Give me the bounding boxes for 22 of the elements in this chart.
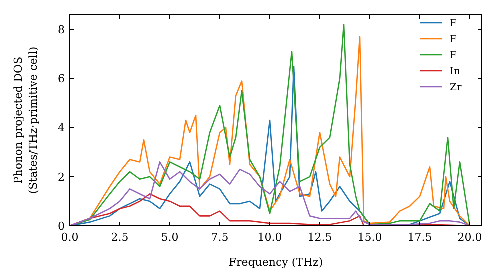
y-tick-label: 2 [58,170,65,184]
y-tick-label: 4 [58,122,65,135]
x-tick-label: 2.5 [111,231,129,244]
x-tick-label: 7.5 [211,231,229,244]
x-axis-title: Frequency (THz) [228,256,324,269]
legend-label: F [450,50,457,62]
line-series [70,162,471,226]
y-tick-label: 0 [58,220,65,233]
legend-label: In [450,66,461,78]
y-tick-label: 8 [58,24,65,37]
y-axis-title: Phonon projected DOS (States/THz·primitive cell) [12,46,40,194]
legend-label: Zr [450,82,462,94]
legend-label: F [450,34,457,46]
x-tick-label: 0.0 [61,231,79,244]
x-tick-label: 5.0 [161,231,179,244]
x-tick-label: 10.0 [258,231,282,244]
x-tick-label: 20.0 [458,231,482,244]
x-tick-label: 15.0 [358,231,382,244]
legend-label: F [450,18,457,30]
x-tick-label: 17.5 [408,231,432,244]
x-tick-label: 12.5 [308,231,332,244]
y-tick-label: 6 [58,72,65,86]
